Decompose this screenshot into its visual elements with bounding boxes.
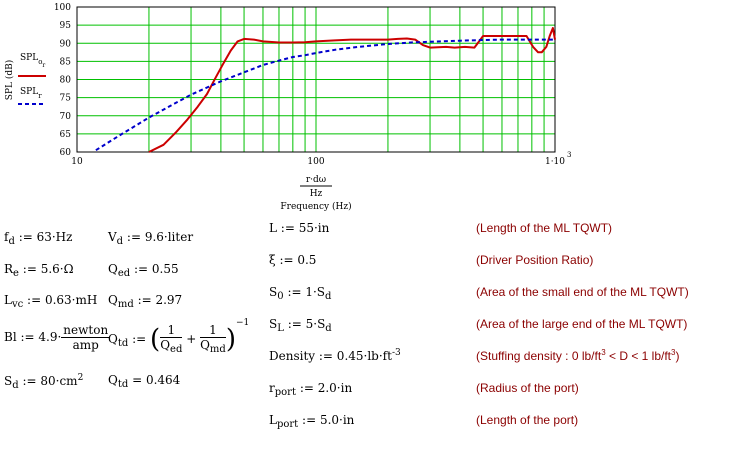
eq-s0[interactable]: S0 := 1·Sd	[269, 285, 332, 302]
eq-re[interactable]: Re := 5.6·Ω	[4, 262, 74, 279]
comment-length: (Length of the ML TQWT)	[476, 221, 613, 235]
comment-xi: (Driver Position Ratio)	[476, 253, 594, 267]
series-line-1	[95, 38, 555, 152]
y-tick-label: 100	[54, 3, 71, 13]
eq-fd[interactable]: fd := 63·Hz	[4, 230, 73, 247]
y-axis-label: SPL (dB)	[4, 60, 15, 100]
y-tick-label: 95	[60, 21, 72, 31]
eq-density[interactable]: Density := 0.45·lb·ft-3	[269, 348, 401, 363]
eq-bl[interactable]: Bl := 4.9· newton amp	[4, 323, 111, 352]
y-tick-label: 90	[60, 39, 72, 49]
comment-sl: (Area of the large end of the ML TQWT)	[476, 317, 688, 331]
x-tick-label-exponent: 3	[567, 151, 571, 159]
eq-lvc[interactable]: Lvc := 0.63·mH	[4, 293, 98, 310]
y-tick-label: 70	[60, 112, 72, 122]
x-tick-label: 1·10	[545, 157, 565, 167]
comment-rport: (Radius of the port)	[476, 381, 579, 395]
x-axis-label-denominator: Hz	[310, 189, 323, 199]
chart-grid	[77, 7, 555, 152]
comment-s0: (Area of the small end of the ML TQWT)	[476, 285, 689, 299]
y-tick-label: 85	[60, 57, 72, 67]
eq-qtd-result[interactable]: Qtd = 0.464	[108, 373, 181, 390]
series-line-0	[148, 27, 556, 153]
eq-sd[interactable]: Sd := 80·cm2	[4, 373, 84, 391]
bl-unit-fraction: newton amp	[61, 323, 111, 352]
comment-density: (Stuffing density : 0 lb/ft3 < D < 1 lb/…	[476, 348, 680, 363]
eq-vd[interactable]: Vd := 9.6·liter	[108, 230, 194, 247]
legend: SPLor SPLr	[18, 53, 46, 105]
eq-sl[interactable]: SL := 5·Sd	[269, 317, 332, 334]
x-tick-label: 100	[307, 157, 324, 167]
eq-qtd-formula[interactable]: Qtd := (1 Qed + 1 Qmd)−1	[108, 318, 250, 355]
legend-label-spl-r: SPLr	[20, 87, 42, 100]
x-tick-label: 10	[71, 157, 83, 167]
eq-qmd[interactable]: Qmd := 2.97	[108, 293, 183, 310]
plot-frame	[76, 6, 556, 153]
comment-lport: (Length of the port)	[476, 413, 579, 427]
eq-xi[interactable]: ξ := 0.5	[269, 253, 317, 267]
y-tick-label: 60	[60, 148, 72, 158]
eq-qed[interactable]: Qed := 0.55	[108, 262, 179, 279]
eq-lport[interactable]: Lport := 5.0·in	[269, 413, 355, 430]
eq-length[interactable]: L := 55·in	[269, 221, 330, 235]
legend-label-spl-or: SPLor	[20, 53, 45, 69]
x-axis-caption: Frequency (Hz)	[280, 201, 351, 212]
x-axis-label-numerator: r·dω	[306, 175, 326, 185]
y-tick-label: 75	[60, 94, 72, 104]
y-tick-label: 65	[60, 130, 72, 140]
eq-rport[interactable]: rport := 2.0·in	[269, 381, 353, 398]
y-tick-label: 80	[60, 76, 72, 86]
